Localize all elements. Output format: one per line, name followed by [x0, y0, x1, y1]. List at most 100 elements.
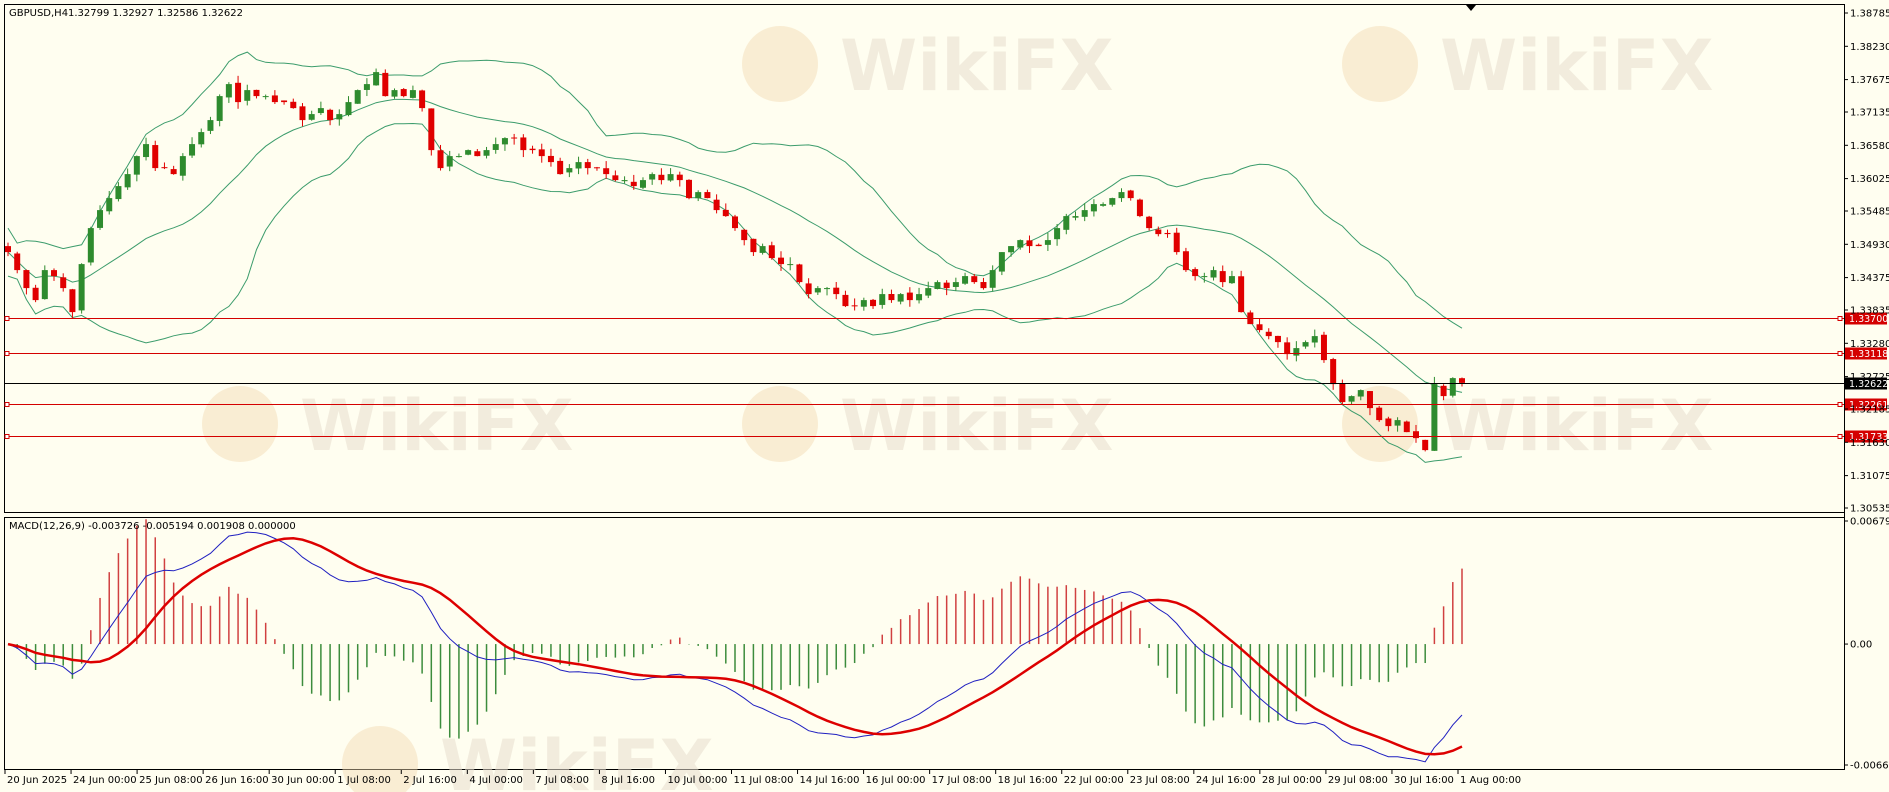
candle-body [124, 174, 131, 188]
candle-body [759, 246, 766, 253]
candle-body [455, 156, 462, 158]
candle-body [667, 174, 674, 181]
price-level-label [1845, 347, 1887, 360]
middle-band [7, 98, 1463, 393]
macd-panel[interactable] [4, 517, 1845, 770]
candle-body [1302, 342, 1309, 347]
candle-body [584, 162, 591, 169]
candle-body [1182, 251, 1189, 271]
candle-body [32, 287, 39, 301]
time-tick-label: 8 Jul 16:00 [601, 775, 655, 786]
price-tick-label: 1.36580 [1850, 141, 1889, 152]
candle-body [612, 175, 619, 181]
candle-body [115, 186, 122, 200]
level-handle-left[interactable] [4, 351, 10, 356]
candle-body [1026, 240, 1033, 247]
candle-body [557, 160, 564, 175]
time-tick-label: 29 Jul 08:00 [1328, 775, 1388, 786]
candle-body [778, 257, 785, 265]
watermark-text: WikiFX [840, 385, 1114, 467]
level-handle-left[interactable] [4, 402, 10, 407]
candle-body [943, 282, 950, 289]
wikifx-logo-icon [202, 386, 278, 462]
candle-body [1440, 385, 1447, 397]
candle-body [492, 144, 499, 150]
candle-body [161, 167, 168, 169]
level-handle-right[interactable] [1837, 316, 1843, 321]
time-tick-label: 1 Jul 08:00 [337, 775, 391, 786]
candle-body [1044, 240, 1051, 245]
candle-body [971, 276, 978, 283]
candle-body [1201, 276, 1208, 278]
price-level-label [1845, 312, 1887, 325]
horizontal-levels[interactable]: 1.33700 1.33118 1.32622 1.32261 1.31733 [4, 312, 1888, 444]
candle-body [989, 270, 996, 288]
candle-body [1330, 359, 1337, 385]
candle-body [1017, 240, 1024, 248]
level-handle-right[interactable] [1837, 434, 1843, 439]
candle-body [1063, 216, 1070, 230]
time-tick-label: 11 Jul 08:00 [734, 775, 794, 786]
candle-body [768, 245, 775, 259]
price-tick-label: 1.37675 [1850, 75, 1889, 86]
candle-body [906, 292, 913, 301]
candle-body [1238, 276, 1245, 313]
candle-body [60, 277, 67, 289]
candle-body [1054, 228, 1061, 240]
candle-body [207, 120, 214, 131]
level-handle-right[interactable] [1837, 351, 1843, 356]
price-level-text: 1.32622 [1849, 379, 1888, 390]
candle-body [446, 156, 453, 167]
price-tick-label: 1.32185 [1850, 405, 1889, 416]
candle-body [1100, 204, 1107, 206]
candle-body [354, 90, 361, 104]
candle-body [189, 144, 196, 156]
price-level-text: 1.32261 [1849, 400, 1888, 411]
candle-body [1072, 216, 1079, 218]
candle-body [373, 72, 380, 86]
candle-body [1228, 276, 1235, 284]
candle-body [1008, 246, 1015, 253]
candle-body [787, 264, 794, 266]
candle-body [897, 294, 904, 302]
time-tick-label: 22 Jul 00:00 [1064, 775, 1124, 786]
candle-body [870, 299, 877, 307]
candle-body [23, 270, 30, 289]
macd-tick-label: 0.006791 [1850, 517, 1889, 528]
watermark-text: WikiFX [840, 25, 1114, 107]
level-handle-right[interactable] [1837, 402, 1843, 407]
level-handle-left[interactable] [4, 434, 10, 439]
candle-body [317, 108, 324, 114]
watermark-text: WikiFX [1440, 25, 1714, 107]
candle-body [1265, 331, 1272, 337]
macd-axis: 0.006791 0.00 -0.006674 [1844, 517, 1889, 772]
candle-body [998, 252, 1005, 272]
candle-body [1173, 232, 1180, 253]
watermark-text: WikiFX [300, 385, 574, 467]
level-handle-left[interactable] [4, 316, 10, 321]
candle-body [603, 168, 610, 175]
time-tick-label: 1 Aug 00:00 [1460, 775, 1521, 786]
candle-body [1118, 192, 1125, 199]
candle-body [833, 287, 840, 295]
candle-body [170, 169, 177, 175]
time-tick-label: 20 Jun 2025 [7, 775, 67, 786]
candle-body [538, 149, 545, 157]
candle-body [400, 89, 407, 97]
candle-body [842, 294, 849, 307]
candle-body [281, 100, 288, 103]
candle-body [566, 168, 573, 173]
watermark-text: WikiFX [1440, 385, 1714, 467]
candle-body [1412, 431, 1419, 439]
candle-body [685, 179, 692, 199]
candle-body [511, 137, 518, 139]
candle-body [980, 282, 987, 289]
candle-body [97, 210, 104, 228]
chart-shift-marker-icon[interactable] [1466, 5, 1476, 11]
price-panel[interactable] [4, 4, 1845, 513]
wikifx-logo-icon [1342, 26, 1418, 102]
candle-body [1376, 407, 1383, 421]
time-tick-label: 17 Jul 08:00 [932, 775, 992, 786]
candle-body [152, 145, 159, 169]
